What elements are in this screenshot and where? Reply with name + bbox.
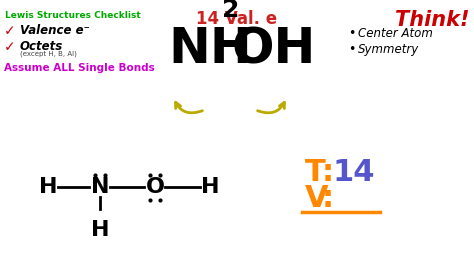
Text: (except H, B, Al): (except H, B, Al)	[20, 51, 77, 57]
Text: Valence e⁻: Valence e⁻	[20, 24, 90, 37]
Text: Think!: Think!	[395, 10, 470, 30]
Text: Symmetry: Symmetry	[358, 43, 419, 56]
Text: O: O	[146, 177, 164, 197]
Text: :: :	[322, 158, 334, 187]
Text: H: H	[91, 220, 109, 240]
Text: T: T	[305, 158, 326, 187]
Text: H: H	[201, 177, 219, 197]
Text: ✓: ✓	[4, 40, 16, 54]
Text: 14: 14	[333, 158, 375, 187]
Text: H: H	[39, 177, 57, 197]
Text: •: •	[348, 43, 356, 56]
Text: :: :	[322, 184, 334, 213]
Text: OH: OH	[232, 25, 316, 73]
Text: Center Atom: Center Atom	[358, 27, 433, 40]
Text: 2: 2	[222, 0, 239, 22]
Text: Lewis Structures Checklist: Lewis Structures Checklist	[5, 11, 141, 20]
Text: NH: NH	[168, 25, 252, 73]
Text: ✓: ✓	[4, 24, 16, 38]
Text: •: •	[348, 27, 356, 40]
Text: Octets: Octets	[20, 40, 63, 53]
Text: V: V	[305, 184, 328, 213]
Text: N: N	[91, 177, 109, 197]
Text: 14 Val. e: 14 Val. e	[196, 10, 278, 28]
Text: Assume ALL Single Bonds: Assume ALL Single Bonds	[4, 63, 155, 73]
